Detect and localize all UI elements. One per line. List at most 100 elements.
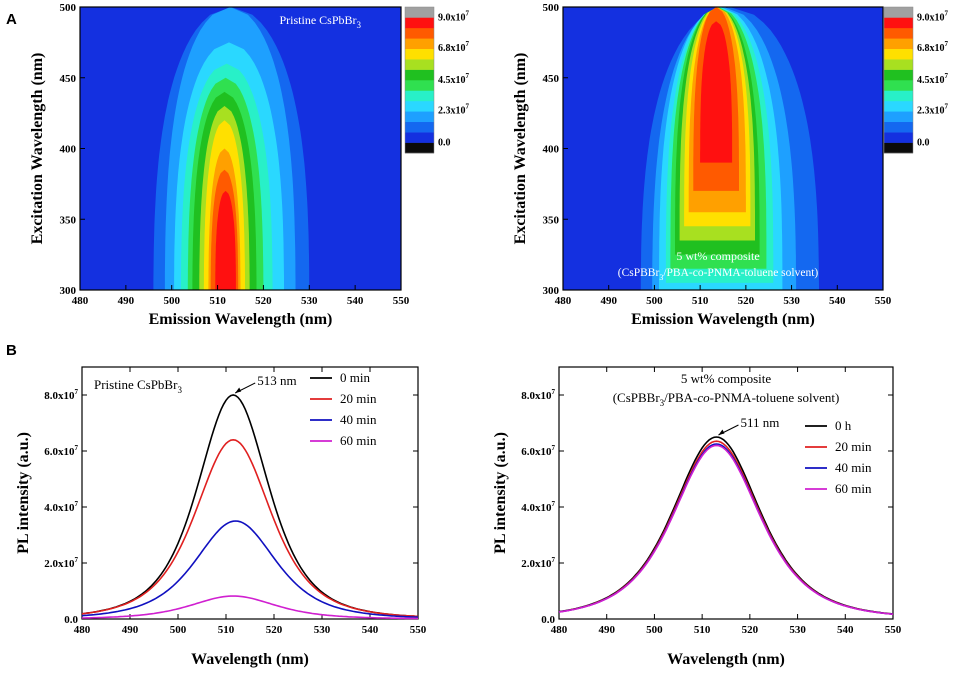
colorbar-label-text: 6.8x10 [438,43,466,54]
x-tick-label: 530 [783,295,800,307]
x-tick-label-text: 510 [694,624,711,636]
x-tick-label-text: 520 [738,295,755,307]
y-axis-title: PL intensity (a.u.) [15,432,32,554]
y-tick-exponent: 7 [75,444,79,452]
colorbar-swatch [884,38,913,50]
legend-label-text: 20 min [835,439,872,454]
peak-annotation: 511 nm [740,415,779,430]
annotation-text: Pristine CsPbBr [279,13,356,27]
y-tick-label-text: 500 [543,2,560,14]
y-tick-label: 0.0 [64,614,78,626]
colorbar-swatch [405,7,434,18]
x-tick-label: 550 [410,624,427,636]
legend-label-text: 0 h [835,418,852,433]
x-tick-label: 540 [829,295,846,307]
contour-band [700,21,733,163]
legend-label: 60 min [340,433,377,448]
x-tick-label: 480 [551,624,568,636]
y-tick-label-text: 6.0x10 [44,446,75,458]
x-tick-label: 520 [255,295,272,307]
x-tick-label-text: 540 [837,624,854,636]
x-tick-label: 500 [646,295,663,307]
contour-band [217,212,233,290]
y-tick-label: 500 [543,2,560,14]
colorbar-exponent: 7 [466,72,470,80]
x-tick-label-text: 510 [218,624,235,636]
chart-title-line2: (CsPBBr3/PBA-co-PNMA-toluene solvent) [613,390,840,408]
y-tick-label-text: 8.0x10 [44,390,75,402]
y-tick-label: 300 [60,285,77,297]
peak-arrowhead [718,429,725,435]
heatmap-annotation: Pristine CsPbBr3 [279,13,361,30]
x-tick-label: 500 [163,295,180,307]
colorbar-label: 9.0x107 [438,9,470,23]
colorbar-swatch [884,27,913,39]
x-tick-label-text: 530 [301,295,318,307]
x-axis-title-text: Wavelength (nm) [667,651,785,668]
y-tick-exponent: 7 [75,388,79,396]
colorbar-exponent: 7 [945,40,949,48]
colorbar-label-text: 6.8x10 [917,43,945,54]
y-tick-label-text: 450 [60,73,77,85]
heatmap-annotation-line1: 5 wt% composite [676,249,759,263]
heatmap-pristine: 480 490 500 510 520 530 540 550 300 350 400 450 500 E… [29,2,470,328]
colorbar-label: 0.0 [917,138,930,149]
colorbar-swatch [405,38,434,50]
colorbar-label-text: 9.0x10 [438,12,466,23]
x-axis-title: Wavelength (nm) [667,651,785,668]
legend-label: 40 min [340,412,377,427]
y-axis-title-text: Excitation Wavelength (nm) [512,53,529,245]
x-tick-label-text: 550 [885,624,902,636]
legend-label: 20 min [340,391,377,406]
x-tick-label-text: 550 [393,295,410,307]
y-axis-title-text: PL intensity (a.u.) [15,432,32,554]
title-text: Pristine CsPbBr [94,377,178,392]
panel-b-letter: B [6,342,17,359]
y-tick-exponent: 7 [552,556,556,564]
y-tick-label: 500 [60,2,77,14]
colorbar-swatch [884,80,913,91]
x-tick-label-text: 500 [646,624,663,636]
x-tick-label-text: 480 [74,624,91,636]
x-tick-label-text: 550 [875,295,892,307]
x-tick-label-text: 480 [551,624,568,636]
y-tick-label-text: 350 [60,214,77,226]
y-tick-exponent: 7 [552,500,556,508]
x-axis-title: Emission Wavelength (nm) [149,311,333,328]
colorbar-label-text: 0.0 [438,138,451,149]
x-tick-label-text: 540 [347,295,364,307]
colorbar-swatch [884,69,913,81]
pl-chart-pristine: 480 490 500 510 520 530 540 5500.02.0x1074.0x10… [15,366,427,668]
colorbar-exponent: 7 [945,72,949,80]
x-tick-label: 510 [694,624,711,636]
y-tick-label: 4.0x107 [44,500,78,514]
colorbar-swatch [405,121,434,133]
chart-title: Pristine CsPbBr3 [94,377,182,395]
x-tick-label: 530 [314,624,331,636]
colorbar-label-text: 9.0x10 [917,12,945,23]
heatmap-composite: 480 490 500 510 520 530 540 550 300 350 400 450 500 E… [512,2,949,328]
y-tick-label-text: 400 [60,144,77,156]
colorbar-exponent: 7 [466,40,470,48]
colorbar-label-text: 2.3x10 [917,106,945,117]
x-tick-label-text: 480 [555,295,572,307]
contour-group [153,7,310,290]
legend-label-text: 40 min [340,412,377,427]
y-tick-label: 350 [543,214,560,226]
colorbar-swatch [405,17,434,29]
y-axis-title-text: Excitation Wavelength (nm) [29,53,46,245]
y-tick-exponent: 7 [75,500,79,508]
series-line [558,444,894,615]
x-tick-label: 540 [362,624,379,636]
colorbar-label: 4.5x107 [438,72,470,86]
x-tick-label-text: 490 [118,295,135,307]
colorbar-swatch [884,17,913,29]
x-tick-label: 490 [600,295,617,307]
y-tick-label: 2.0x107 [44,556,78,570]
annotation-subscript: 3 [659,273,663,282]
chart-title-line1-text: 5 wt% composite [681,371,771,386]
colorbar-swatch [405,48,434,60]
colorbar-exponent: 7 [945,103,949,111]
y-tick-label-text: 0.0 [541,614,555,626]
